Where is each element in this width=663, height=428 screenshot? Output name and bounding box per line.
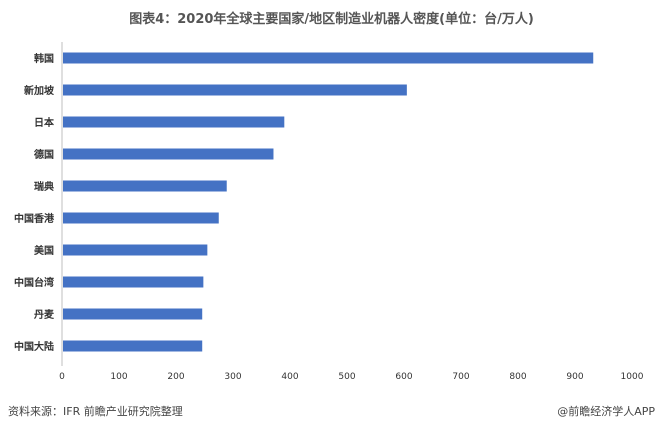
category-label: 丹麦 [34, 308, 55, 321]
bar [63, 116, 285, 128]
bar [63, 212, 219, 224]
bar [63, 84, 407, 96]
category-label: 日本 [34, 116, 55, 129]
category-label: 韩国 [34, 52, 54, 65]
category-label: 瑞典 [34, 180, 54, 193]
x-tick-label: 800 [509, 372, 526, 382]
bar [63, 148, 274, 160]
x-tick-label: 300 [224, 372, 241, 382]
x-tick-label: 100 [110, 372, 127, 382]
bar [63, 180, 227, 192]
x-tick-label: 0 [59, 372, 65, 382]
x-tick-label: 700 [452, 372, 469, 382]
bar [63, 276, 204, 288]
source-note: 资料来源：IFR 前瞻产业研究院整理 [8, 405, 183, 418]
x-tick-label: 600 [395, 372, 412, 382]
bar [63, 52, 594, 64]
x-tick-label: 400 [281, 372, 298, 382]
category-label: 中国台湾 [14, 276, 54, 289]
chart-title: 图表4：2020年全球主要国家/地区制造业机器人密度(单位：台/万人) [129, 12, 534, 27]
x-tick-label: 500 [338, 372, 355, 382]
category-label: 中国香港 [14, 212, 55, 225]
x-tick-label: 1000 [621, 372, 644, 382]
x-tick-label: 200 [167, 372, 184, 382]
bar [63, 244, 208, 256]
category-label: 中国大陆 [14, 340, 54, 353]
bar [63, 340, 203, 352]
category-label: 新加坡 [24, 84, 55, 97]
category-label: 德国 [33, 148, 54, 161]
x-tick-label: 900 [566, 372, 583, 382]
bar [63, 308, 203, 320]
credit-note: @前瞻经济学人APP [557, 405, 655, 418]
category-label: 美国 [34, 244, 54, 257]
